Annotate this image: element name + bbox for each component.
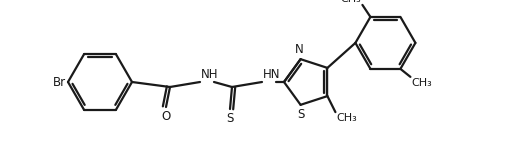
- Text: S: S: [226, 112, 233, 125]
- Text: O: O: [161, 110, 171, 123]
- Text: HN: HN: [263, 68, 280, 81]
- Text: S: S: [296, 108, 304, 121]
- Text: NH: NH: [201, 68, 218, 81]
- Text: CH₃: CH₃: [340, 0, 361, 4]
- Text: Br: Br: [53, 75, 66, 89]
- Text: N: N: [295, 43, 303, 56]
- Text: CH₃: CH₃: [411, 78, 431, 88]
- Text: CH₃: CH₃: [336, 113, 356, 123]
